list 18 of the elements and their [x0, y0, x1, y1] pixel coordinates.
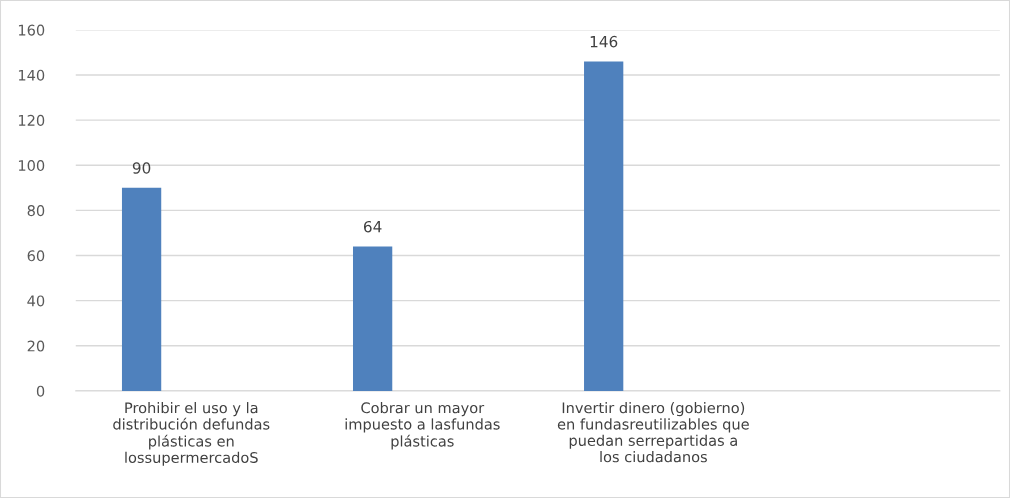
x-tick-label: Cobrar un mayor impuesto a lasfundas plásticas [345, 402, 500, 450]
x-tick-label: Invertir dinero (gobierno) en fundasreutilizables que puedan serrepartidas a los ciudadanos [557, 402, 749, 463]
y-tick-label: 120 [18, 114, 45, 126]
bar [121, 187, 162, 391]
x-tick-label: Prohibir el uso y la distribución defundas plásticas en lossupermercadoS [113, 402, 270, 466]
data-label: 90 [132, 162, 151, 174]
y-tick-label: 0 [36, 385, 45, 397]
y-tick-label: 160 [18, 24, 45, 36]
y-tick-label: 80 [27, 205, 45, 217]
y-tick-label: 40 [27, 295, 45, 307]
y-tick-label: 140 [18, 69, 45, 81]
data-label: 64 [363, 220, 382, 233]
bar [352, 246, 393, 391]
y-tick-label: 100 [18, 159, 45, 172]
y-tick-label: 20 [27, 340, 45, 352]
bar [584, 61, 624, 391]
y-tick-label: 60 [27, 250, 45, 262]
data-label: 146 [590, 35, 618, 48]
